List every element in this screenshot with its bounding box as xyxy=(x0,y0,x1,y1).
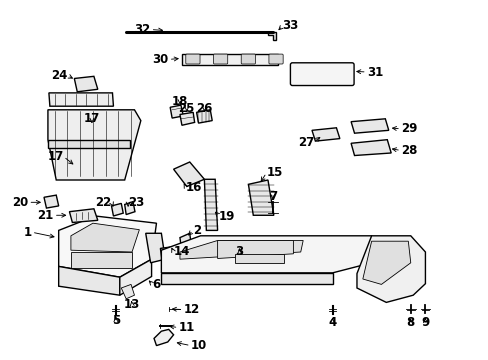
FancyBboxPatch shape xyxy=(185,54,200,64)
Text: 2: 2 xyxy=(193,224,201,237)
Polygon shape xyxy=(160,247,176,266)
Polygon shape xyxy=(59,266,120,295)
Text: 11: 11 xyxy=(178,321,194,334)
Text: 9: 9 xyxy=(421,316,428,329)
Text: 24: 24 xyxy=(51,69,67,82)
Polygon shape xyxy=(217,240,293,258)
Polygon shape xyxy=(49,93,113,106)
Text: 15: 15 xyxy=(266,166,282,179)
Polygon shape xyxy=(362,241,410,284)
Polygon shape xyxy=(111,203,123,216)
Polygon shape xyxy=(356,236,425,302)
Polygon shape xyxy=(248,180,273,215)
Text: 8: 8 xyxy=(406,316,414,329)
FancyBboxPatch shape xyxy=(213,54,227,64)
Polygon shape xyxy=(69,209,98,222)
Text: 21: 21 xyxy=(38,209,54,222)
Polygon shape xyxy=(170,105,183,118)
Polygon shape xyxy=(311,128,339,141)
Polygon shape xyxy=(267,32,276,40)
Text: 32: 32 xyxy=(134,23,150,36)
FancyBboxPatch shape xyxy=(290,63,353,86)
FancyBboxPatch shape xyxy=(268,54,283,64)
Polygon shape xyxy=(234,254,283,263)
Text: 33: 33 xyxy=(282,19,298,32)
Text: 10: 10 xyxy=(190,339,206,352)
Text: 12: 12 xyxy=(183,303,199,316)
Text: 17: 17 xyxy=(47,150,63,163)
Text: 27: 27 xyxy=(297,136,313,149)
Text: 1: 1 xyxy=(23,226,32,239)
Text: 18: 18 xyxy=(171,95,188,108)
Text: 7: 7 xyxy=(268,190,276,203)
Text: 3: 3 xyxy=(235,246,243,258)
Polygon shape xyxy=(48,140,129,148)
Polygon shape xyxy=(71,252,132,268)
Polygon shape xyxy=(196,110,212,123)
Polygon shape xyxy=(71,223,139,252)
Text: 16: 16 xyxy=(185,181,202,194)
Text: 30: 30 xyxy=(152,53,168,66)
Polygon shape xyxy=(182,54,277,65)
Polygon shape xyxy=(350,140,390,156)
Text: 31: 31 xyxy=(366,66,382,78)
Polygon shape xyxy=(124,202,135,215)
Polygon shape xyxy=(350,119,388,133)
Polygon shape xyxy=(173,162,204,186)
Text: 26: 26 xyxy=(196,102,212,115)
Polygon shape xyxy=(180,112,194,125)
Text: 22: 22 xyxy=(95,196,111,209)
Text: 5: 5 xyxy=(112,314,120,327)
Polygon shape xyxy=(44,195,59,208)
Text: 13: 13 xyxy=(123,298,140,311)
Polygon shape xyxy=(204,179,217,230)
Text: 4: 4 xyxy=(328,316,336,329)
Text: 20: 20 xyxy=(12,196,28,209)
Text: 6: 6 xyxy=(152,278,161,291)
Polygon shape xyxy=(145,233,165,263)
Polygon shape xyxy=(180,233,191,253)
Polygon shape xyxy=(180,240,303,259)
Polygon shape xyxy=(161,273,332,284)
Polygon shape xyxy=(121,284,134,299)
Text: 29: 29 xyxy=(400,122,416,135)
Polygon shape xyxy=(120,259,151,295)
Polygon shape xyxy=(59,216,156,277)
Text: 17: 17 xyxy=(83,112,100,125)
Text: 23: 23 xyxy=(128,196,144,209)
FancyBboxPatch shape xyxy=(241,54,255,64)
Text: 28: 28 xyxy=(400,144,416,157)
Text: 25: 25 xyxy=(178,102,195,115)
Text: 14: 14 xyxy=(173,246,189,258)
Text: 19: 19 xyxy=(219,210,235,222)
Polygon shape xyxy=(48,110,141,180)
Polygon shape xyxy=(161,236,371,273)
Polygon shape xyxy=(74,76,98,92)
Polygon shape xyxy=(154,329,173,346)
